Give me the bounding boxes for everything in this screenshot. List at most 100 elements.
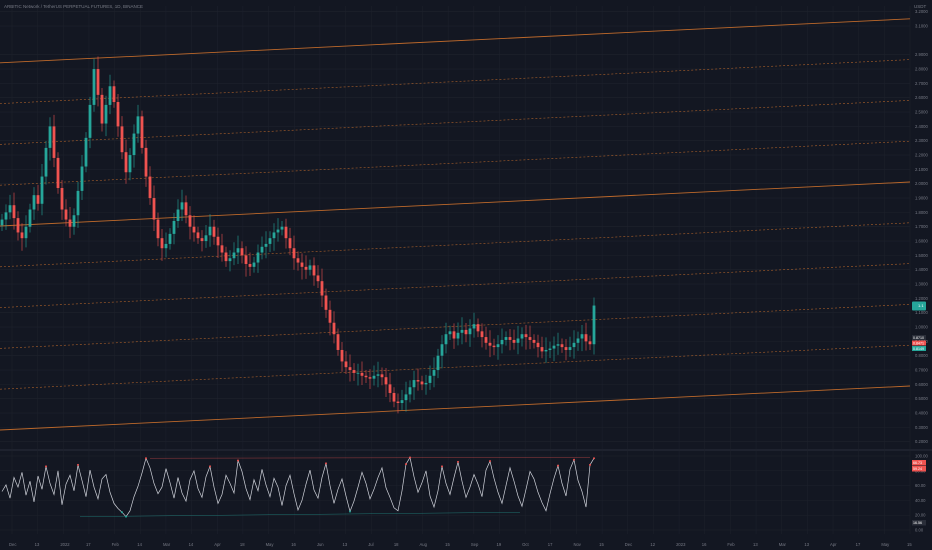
- candle[interactable]: [540, 347, 544, 352]
- candle[interactable]: [128, 155, 132, 173]
- candle[interactable]: [72, 215, 76, 227]
- candle[interactable]: [224, 252, 228, 262]
- candle[interactable]: [164, 243, 168, 249]
- candle[interactable]: [248, 263, 252, 267]
- candle[interactable]: [116, 102, 120, 127]
- candle[interactable]: [288, 238, 292, 249]
- candle[interactable]: [440, 344, 444, 356]
- oscillator-axis[interactable]: 100.0080.0060.0040.0020.000.0066.7359.24…: [912, 454, 928, 533]
- candle[interactable]: [120, 126, 124, 153]
- candle[interactable]: [484, 337, 488, 343]
- candle[interactable]: [296, 258, 300, 263]
- candle[interactable]: [76, 190, 80, 216]
- candle[interactable]: [412, 380, 416, 388]
- candle[interactable]: [56, 157, 60, 189]
- candle[interactable]: [264, 243, 268, 247]
- candle[interactable]: [420, 381, 424, 385]
- candle[interactable]: [476, 324, 480, 332]
- candle[interactable]: [432, 370, 436, 376]
- candle[interactable]: [584, 334, 588, 342]
- candle[interactable]: [300, 262, 304, 267]
- oscillator-line[interactable]: [1, 456, 595, 518]
- candle[interactable]: [372, 375, 376, 379]
- candle[interactable]: [268, 238, 272, 244]
- candle[interactable]: [20, 232, 24, 239]
- candle[interactable]: [88, 104, 92, 138]
- candle[interactable]: [112, 86, 116, 103]
- candle[interactable]: [104, 104, 108, 124]
- candle[interactable]: [524, 334, 528, 338]
- oscillator-pane[interactable]: [1, 456, 595, 518]
- candle[interactable]: [552, 345, 556, 349]
- candle[interactable]: [480, 331, 484, 338]
- candle[interactable]: [232, 252, 236, 259]
- candle[interactable]: [244, 255, 248, 264]
- candle[interactable]: [16, 218, 20, 233]
- candle[interactable]: [468, 328, 472, 335]
- candle[interactable]: [240, 248, 244, 256]
- candle[interactable]: [512, 339, 516, 343]
- candle[interactable]: [124, 152, 128, 173]
- candle[interactable]: [236, 248, 240, 253]
- candle[interactable]: [336, 334, 340, 350]
- candle[interactable]: [416, 380, 420, 382]
- candle[interactable]: [592, 305, 596, 345]
- candle[interactable]: [140, 116, 144, 148]
- candle[interactable]: [180, 202, 184, 210]
- candle[interactable]: [304, 266, 308, 270]
- candle[interactable]: [280, 226, 284, 230]
- candle[interactable]: [516, 338, 520, 343]
- candle[interactable]: [200, 238, 204, 242]
- candle[interactable]: [96, 69, 100, 95]
- candle[interactable]: [448, 331, 452, 335]
- candle[interactable]: [464, 329, 468, 335]
- candle[interactable]: [48, 126, 52, 148]
- candle[interactable]: [356, 372, 360, 374]
- candle[interactable]: [100, 94, 104, 124]
- candle[interactable]: [24, 226, 28, 239]
- candle[interactable]: [508, 337, 512, 340]
- candle[interactable]: [588, 341, 592, 345]
- candle[interactable]: [312, 265, 316, 276]
- candle[interactable]: [320, 281, 324, 296]
- candle[interactable]: [176, 209, 180, 221]
- candle[interactable]: [216, 236, 220, 246]
- candle[interactable]: [192, 226, 196, 233]
- candle[interactable]: [436, 355, 440, 371]
- candle[interactable]: [52, 126, 56, 158]
- candle[interactable]: [488, 342, 492, 346]
- candle[interactable]: [452, 331, 456, 339]
- candle[interactable]: [380, 374, 384, 378]
- candle[interactable]: [44, 147, 48, 177]
- candle[interactable]: [376, 374, 380, 376]
- candle[interactable]: [28, 209, 32, 227]
- candle[interactable]: [208, 226, 212, 236]
- candle[interactable]: [144, 147, 148, 177]
- candle[interactable]: [4, 212, 8, 220]
- candle[interactable]: [576, 338, 580, 343]
- candle[interactable]: [472, 324, 476, 329]
- candle[interactable]: [220, 245, 224, 253]
- candle[interactable]: [184, 202, 188, 216]
- candle[interactable]: [364, 375, 368, 378]
- candle[interactable]: [456, 332, 460, 339]
- candle[interactable]: [156, 219, 160, 239]
- candle[interactable]: [428, 375, 432, 383]
- candle[interactable]: [544, 349, 548, 352]
- candle[interactable]: [328, 309, 332, 323]
- candle[interactable]: [316, 275, 320, 282]
- candle[interactable]: [580, 334, 584, 339]
- candle[interactable]: [360, 372, 364, 376]
- candle[interactable]: [284, 226, 288, 239]
- candle[interactable]: [396, 401, 400, 404]
- candlestick-series[interactable]: [0, 56, 596, 414]
- candle[interactable]: [60, 188, 64, 210]
- candle[interactable]: [132, 133, 136, 156]
- candle[interactable]: [352, 370, 356, 373]
- candle[interactable]: [404, 394, 408, 401]
- candle[interactable]: [392, 392, 396, 402]
- candle[interactable]: [332, 322, 336, 335]
- candle[interactable]: [528, 337, 532, 340]
- candle[interactable]: [8, 205, 12, 213]
